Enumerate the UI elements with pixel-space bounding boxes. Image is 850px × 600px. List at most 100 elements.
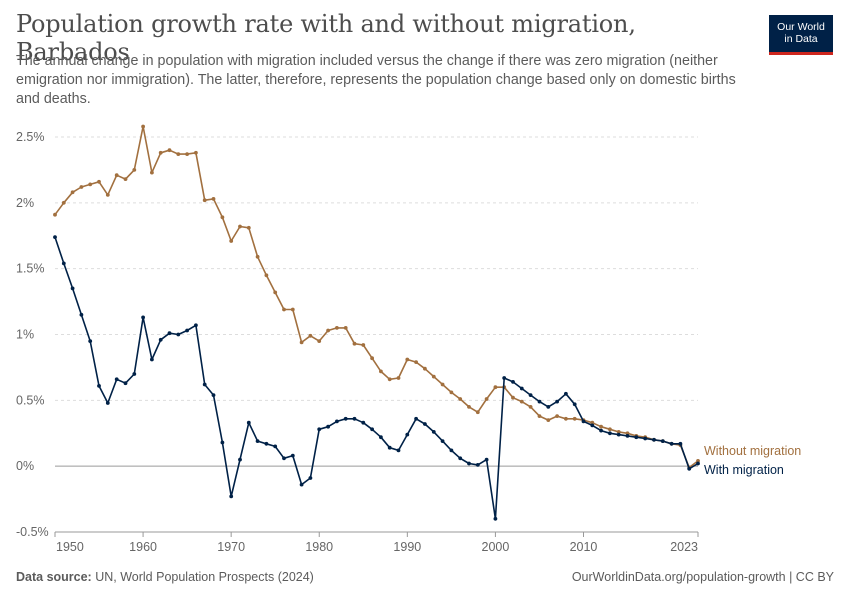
data-point[interactable] (519, 386, 524, 391)
data-point[interactable] (669, 441, 674, 446)
data-point[interactable] (167, 331, 172, 336)
data-point[interactable] (211, 393, 216, 397)
data-point[interactable] (396, 376, 401, 380)
data-point[interactable] (282, 456, 286, 461)
data-point[interactable] (564, 416, 568, 421)
data-point[interactable] (317, 339, 322, 343)
data-point[interactable] (97, 384, 101, 388)
data-point[interactable] (458, 456, 463, 461)
data-point[interactable] (238, 224, 242, 229)
data-point[interactable] (202, 382, 207, 387)
data-point[interactable] (440, 382, 445, 387)
data-point[interactable] (317, 427, 322, 432)
data-point[interactable] (308, 476, 313, 480)
data-point[interactable] (396, 448, 401, 453)
data-point[interactable] (546, 405, 551, 409)
data-point[interactable] (387, 377, 392, 382)
data-point[interactable] (502, 376, 507, 380)
data-point[interactable] (202, 198, 207, 203)
data-point[interactable] (519, 399, 524, 404)
data-point[interactable] (379, 369, 383, 374)
data-point[interactable] (335, 419, 339, 424)
data-point[interactable] (132, 372, 137, 376)
data-point[interactable] (660, 439, 665, 443)
data-point[interactable] (61, 261, 66, 266)
data-point[interactable] (528, 405, 533, 409)
data-point[interactable] (608, 427, 612, 432)
data-point[interactable] (264, 441, 269, 446)
data-point[interactable] (652, 437, 656, 442)
data-point[interactable] (590, 420, 595, 425)
data-point[interactable] (423, 422, 427, 426)
data-point[interactable] (361, 343, 366, 347)
data-point[interactable] (299, 340, 304, 345)
data-point[interactable] (176, 332, 181, 337)
data-point[interactable] (555, 414, 559, 418)
data-point[interactable] (387, 445, 392, 450)
data-point[interactable] (290, 453, 295, 458)
series-line-without-migration[interactable] (54, 125, 699, 469)
owid-logo[interactable]: Our World in Data (769, 15, 833, 55)
data-point[interactable] (467, 461, 471, 466)
data-point[interactable] (70, 190, 75, 195)
data-point[interactable] (167, 148, 172, 153)
data-point[interactable] (625, 431, 630, 436)
data-point[interactable] (282, 307, 286, 312)
data-point[interactable] (678, 441, 683, 446)
data-point[interactable] (537, 414, 542, 418)
credit-link[interactable]: OurWorldinData.org/population-growth | C… (571, 570, 834, 584)
data-point[interactable] (79, 185, 84, 189)
data-point[interactable] (458, 397, 463, 401)
data-point[interactable] (484, 397, 489, 401)
data-point[interactable] (493, 516, 498, 521)
data-point[interactable] (97, 179, 101, 184)
data-point[interactable] (414, 360, 418, 364)
data-point[interactable] (194, 150, 198, 155)
data-point[interactable] (220, 215, 225, 220)
data-point[interactable] (467, 405, 471, 409)
data-point[interactable] (308, 333, 313, 338)
data-point[interactable] (53, 235, 57, 240)
data-point[interactable] (220, 440, 225, 445)
data-point[interactable] (326, 328, 330, 333)
data-point[interactable] (370, 427, 374, 432)
data-point[interactable] (599, 428, 603, 433)
data-point[interactable] (255, 439, 260, 443)
data-point[interactable] (528, 393, 533, 397)
data-point[interactable] (229, 494, 234, 499)
data-point[interactable] (88, 182, 93, 187)
data-point[interactable] (343, 326, 348, 330)
data-point[interactable] (625, 434, 630, 438)
data-point[interactable] (370, 356, 374, 361)
data-point[interactable] (431, 430, 436, 434)
data-point[interactable] (414, 416, 418, 421)
data-point[interactable] (616, 432, 621, 437)
data-point[interactable] (493, 385, 498, 390)
data-point[interactable] (537, 399, 542, 404)
data-point[interactable] (185, 152, 190, 157)
data-point[interactable] (475, 410, 480, 415)
data-point[interactable] (440, 439, 445, 443)
data-point[interactable] (431, 374, 436, 379)
data-point[interactable] (572, 402, 577, 407)
data-point[interactable] (546, 418, 551, 422)
data-point[interactable] (511, 380, 515, 384)
data-point[interactable] (211, 197, 216, 201)
data-point[interactable] (572, 416, 577, 421)
data-point[interactable] (70, 286, 75, 291)
data-point[interactable] (229, 239, 234, 243)
data-point[interactable] (88, 339, 93, 343)
data-point[interactable] (616, 430, 621, 434)
data-point[interactable] (475, 463, 480, 467)
data-point[interactable] (114, 173, 119, 178)
data-point[interactable] (634, 435, 639, 440)
data-point[interactable] (555, 399, 559, 404)
data-point[interactable] (564, 391, 568, 396)
data-point[interactable] (352, 416, 357, 421)
data-point[interactable] (61, 200, 66, 205)
data-point[interactable] (581, 419, 586, 424)
data-point[interactable] (352, 341, 357, 346)
data-point[interactable] (405, 357, 410, 362)
data-point[interactable] (132, 168, 137, 172)
data-point[interactable] (696, 461, 700, 466)
